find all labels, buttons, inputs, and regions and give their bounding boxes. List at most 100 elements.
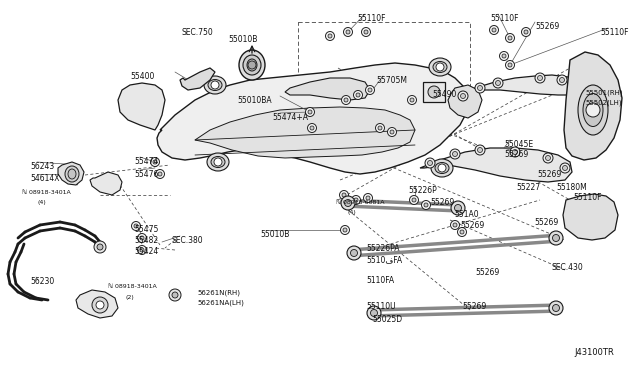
Circle shape [211,81,219,89]
Text: 55474+A: 55474+A [272,113,308,122]
Polygon shape [563,194,618,240]
Circle shape [452,151,458,157]
Circle shape [586,103,600,117]
Circle shape [305,108,314,116]
Text: ℕ 08918-3401A: ℕ 08918-3401A [108,284,157,289]
Circle shape [248,61,256,69]
Ellipse shape [239,50,265,80]
Circle shape [347,246,361,260]
Text: 55269: 55269 [504,150,528,159]
Text: 5510فFA: 5510فFA [366,255,402,264]
Polygon shape [448,85,482,118]
Text: 56261NA(LH): 56261NA(LH) [197,300,244,307]
Text: 55269: 55269 [535,22,559,31]
Circle shape [552,234,559,241]
Text: 55110F: 55110F [490,14,518,23]
Circle shape [140,236,144,240]
Circle shape [310,126,314,130]
Circle shape [140,248,144,252]
Circle shape [450,149,460,159]
Circle shape [378,126,382,130]
Circle shape [477,86,483,90]
Circle shape [422,201,431,209]
Circle shape [524,30,528,34]
Text: 55227: 55227 [516,183,540,192]
Text: 55269: 55269 [460,221,484,230]
Polygon shape [564,52,622,160]
Circle shape [410,98,414,102]
Circle shape [356,93,360,97]
Text: 56243: 56243 [30,162,54,171]
Circle shape [158,172,162,176]
Circle shape [342,193,346,197]
Text: (2): (2) [126,295,135,300]
Circle shape [460,230,464,234]
Text: J43100TR: J43100TR [574,348,614,357]
Circle shape [477,148,483,153]
Text: 55226PA: 55226PA [366,244,399,253]
Circle shape [513,150,518,154]
Circle shape [342,96,351,105]
Text: 55110F: 55110F [357,14,385,23]
Circle shape [535,73,545,83]
Circle shape [549,231,563,245]
Ellipse shape [204,76,226,94]
Ellipse shape [431,159,453,177]
Text: 55482: 55482 [134,236,158,245]
Circle shape [138,234,147,243]
Circle shape [214,158,222,166]
Circle shape [326,32,335,41]
Text: 55490: 55490 [432,90,456,99]
Circle shape [522,28,531,36]
Text: ℕ 08918-6081A: ℕ 08918-6081A [336,200,385,205]
Circle shape [371,310,378,317]
Circle shape [351,250,358,257]
Circle shape [453,223,457,227]
Circle shape [451,201,465,215]
Circle shape [425,158,435,168]
Circle shape [438,164,446,172]
Polygon shape [460,75,580,95]
Circle shape [134,224,138,228]
Text: 56230: 56230 [30,277,54,286]
Text: 55476: 55476 [134,170,158,179]
Polygon shape [90,172,122,195]
Circle shape [408,96,417,105]
Circle shape [436,63,444,71]
Circle shape [492,28,496,32]
Text: 55705M: 55705M [376,76,407,85]
Circle shape [475,83,485,93]
Circle shape [169,289,181,301]
Text: SEC.380: SEC.380 [172,236,204,245]
Circle shape [543,153,553,163]
Polygon shape [180,68,215,90]
Circle shape [368,88,372,92]
Circle shape [344,28,353,36]
Ellipse shape [578,85,608,135]
Text: 54614X: 54614X [30,174,60,183]
Circle shape [461,93,465,99]
Text: 55269: 55269 [462,302,486,311]
Circle shape [458,91,468,101]
Circle shape [92,297,108,313]
Circle shape [428,160,433,166]
Text: (4): (4) [38,200,47,205]
Circle shape [490,26,499,35]
Circle shape [150,157,159,167]
Circle shape [506,33,515,42]
Circle shape [138,246,147,254]
Circle shape [506,61,515,70]
Circle shape [367,306,381,320]
Circle shape [387,128,397,137]
Circle shape [131,221,141,231]
Text: 55045E: 55045E [504,140,533,149]
Text: 55501(RH): 55501(RH) [585,90,623,96]
Circle shape [341,196,355,210]
Circle shape [549,301,563,315]
Circle shape [412,198,416,202]
Text: SEC.750: SEC.750 [182,28,214,37]
Text: 55010BA: 55010BA [237,96,271,105]
Text: 55400: 55400 [130,72,154,81]
Circle shape [454,205,461,212]
Circle shape [493,78,503,88]
